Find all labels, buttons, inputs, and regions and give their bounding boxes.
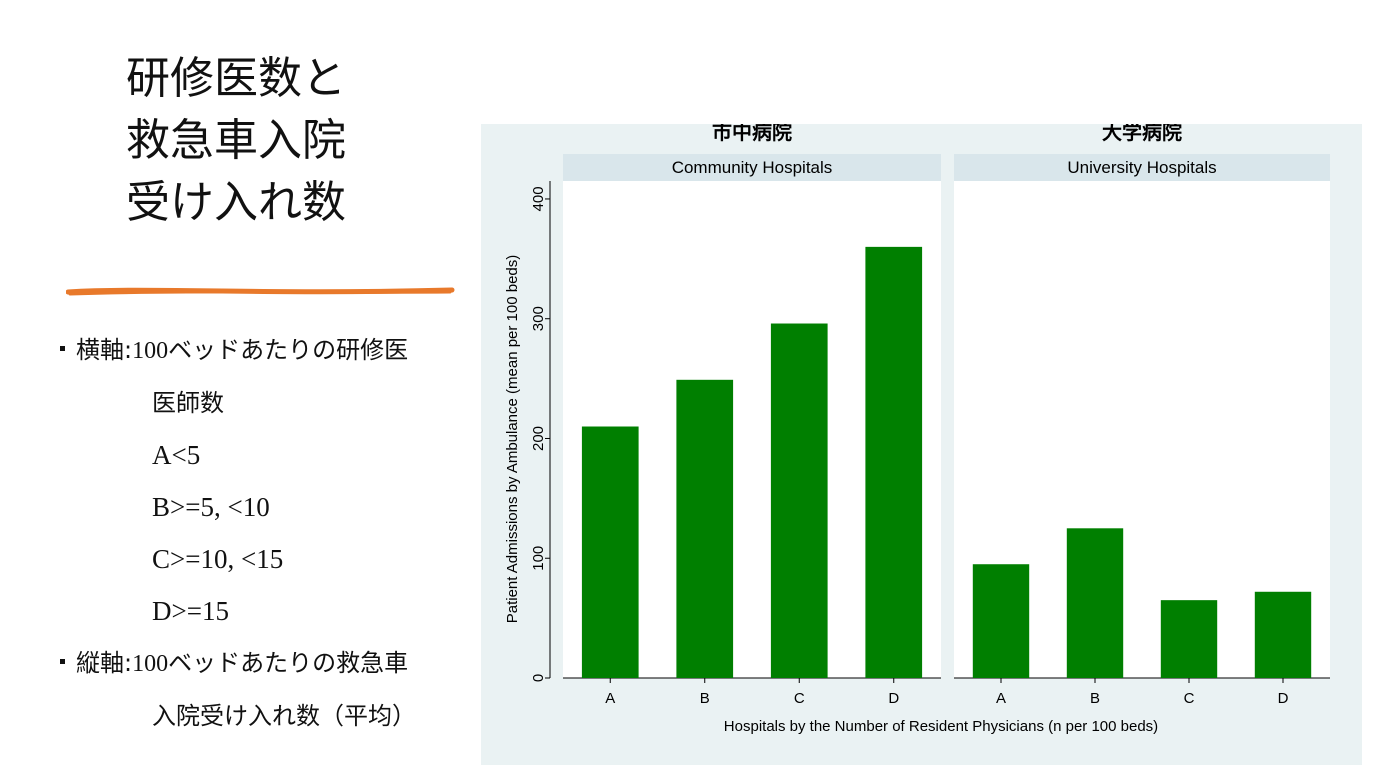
bar — [865, 246, 923, 678]
chart-container: 市中病院 大学病院 Community Hospitals University… — [481, 124, 1362, 765]
y-axis-title: Patient Admissions by Ambulance (mean pe… — [504, 255, 521, 624]
y-tick-label: 300 — [530, 306, 547, 331]
title-line-1: 研修医数と — [126, 53, 346, 104]
title-line-3: 受け入れ数 — [126, 177, 346, 228]
bar — [1160, 600, 1218, 678]
accent-stroke-2 — [68, 290, 452, 296]
bar — [770, 323, 828, 678]
x-axis-sep: : — [124, 336, 133, 364]
y-axis-num: 100 — [132, 651, 169, 677]
slide-title: 研修医数と 救急車入院 受け入れ数 — [126, 48, 346, 234]
category-d-def: D>=15 — [152, 596, 229, 626]
x-tick-label: B — [1090, 690, 1100, 707]
y-tick-label: 100 — [530, 546, 547, 571]
facet-label-university: University Hospitals — [1067, 158, 1216, 177]
category-b-def: B>=5, <10 — [152, 492, 270, 522]
y-axis-text: ベッドあたりの救急車 — [168, 649, 409, 677]
strip-university — [954, 154, 1330, 181]
x-tick-label: D — [1278, 690, 1289, 707]
bar — [676, 379, 734, 678]
x-tick-label: B — [700, 690, 710, 707]
x-tick-label: D — [888, 690, 899, 707]
bar — [1254, 591, 1312, 678]
y-axis-label: 縦軸 — [76, 649, 124, 677]
y-axis-cont: 入院受け入れ数（平均） — [152, 702, 416, 730]
x-axis-title: Hospitals by the Number of Resident Phys… — [724, 718, 1158, 735]
category-c-def: C>=10, <15 — [152, 544, 284, 574]
bar — [972, 564, 1030, 678]
strip-community — [563, 154, 941, 181]
bars-group — [581, 246, 1312, 678]
x-axis-text: ベッドあたりの研修医 — [168, 336, 409, 364]
x-tick-label: A — [605, 690, 615, 707]
bar — [1066, 528, 1124, 678]
x-tick-label: C — [794, 690, 805, 707]
y-tick-label: 200 — [530, 426, 547, 451]
bar — [581, 426, 639, 678]
accent-underline — [66, 287, 455, 296]
x-axis-label: 横軸 — [76, 336, 124, 364]
facet-label-community: Community Hospitals — [672, 158, 833, 177]
y-axis-sep: : — [124, 649, 133, 677]
panel-title-university: 大学病院 — [1102, 124, 1182, 144]
y-tick-label: 0 — [530, 674, 547, 682]
x-tick-label: C — [1184, 690, 1195, 707]
bullet-y-axis: 縦軸:100ベッドあたりの救急車 — [60, 637, 416, 690]
y-tick-label: 400 — [530, 186, 547, 211]
bar-chart: 市中病院 大学病院 Community Hospitals University… — [481, 124, 1362, 765]
bullet-x-axis: 横軸:100ベッドあたりの研修医 — [60, 324, 416, 377]
x-axis-num: 100 — [132, 338, 169, 364]
panel-title-community: 市中病院 — [712, 124, 792, 144]
title-line-2: 救急車入院 — [126, 115, 346, 166]
bullet-list: 横軸:100ベッドあたりの研修医 医師数 A<5 B>=5, <10 C>=10… — [60, 324, 416, 742]
x-axis-cont: 医師数 — [152, 389, 224, 417]
x-tick-label: A — [996, 690, 1006, 707]
category-a-def: A<5 — [152, 440, 201, 470]
